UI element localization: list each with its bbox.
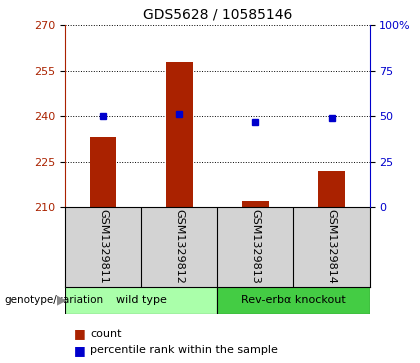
Text: wild type: wild type bbox=[116, 295, 167, 305]
Text: ▶: ▶ bbox=[57, 294, 66, 307]
Bar bbox=[90, 137, 116, 207]
Text: genotype/variation: genotype/variation bbox=[4, 295, 103, 305]
Text: ■: ■ bbox=[74, 344, 85, 357]
Bar bbox=[65, 287, 218, 314]
Bar bbox=[218, 287, 370, 314]
Text: ■: ■ bbox=[74, 327, 85, 340]
Text: percentile rank within the sample: percentile rank within the sample bbox=[90, 345, 278, 355]
Text: GSM1329813: GSM1329813 bbox=[250, 209, 260, 284]
Text: GSM1329814: GSM1329814 bbox=[326, 209, 336, 284]
Title: GDS5628 / 10585146: GDS5628 / 10585146 bbox=[143, 8, 292, 21]
Bar bbox=[242, 201, 269, 207]
Text: count: count bbox=[90, 329, 122, 339]
Bar bbox=[318, 171, 345, 207]
Text: GSM1329811: GSM1329811 bbox=[98, 209, 108, 284]
Text: GSM1329812: GSM1329812 bbox=[174, 209, 184, 284]
Text: Rev-erbα knockout: Rev-erbα knockout bbox=[241, 295, 346, 305]
Bar bbox=[166, 62, 193, 207]
